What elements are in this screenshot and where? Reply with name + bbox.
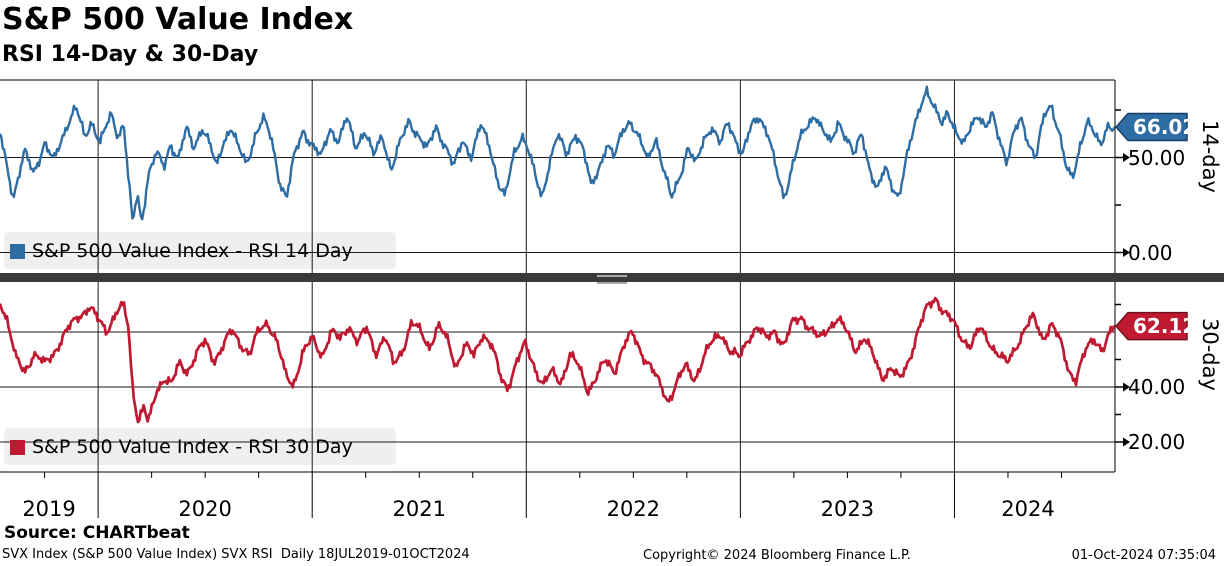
- legend-swatch-red-icon: [10, 439, 25, 455]
- y-axis-label: 20.00: [1128, 430, 1186, 454]
- panel-label-30-day: 30-day: [1198, 318, 1222, 391]
- panel-divider: [0, 273, 1224, 284]
- page-subtitle: RSI 14-Day & 30-Day: [2, 42, 259, 67]
- x-axis-year-label: 2019: [22, 497, 76, 521]
- y-axis-label: 40.00: [1128, 375, 1186, 399]
- svg-text:66.02: 66.02: [1133, 115, 1196, 139]
- y-axis-label: 50.00: [1128, 145, 1186, 170]
- legend-label: S&P 500 Value Index - RSI 14 Day: [32, 240, 353, 262]
- x-axis-year-label: 2021: [392, 497, 446, 521]
- last-value-badge: [1114, 112, 1188, 142]
- legend-label: S&P 500 Value Index - RSI 30 Day: [32, 436, 353, 458]
- x-axis-year-label: 2020: [178, 497, 232, 521]
- legend-swatch-blue-icon: [10, 243, 25, 259]
- x-axis-year-label: 2024: [1001, 497, 1055, 521]
- copyright-label: Copyright© 2024 Bloomberg Finance L.P.: [643, 548, 911, 563]
- svg-text:62.12: 62.12: [1133, 314, 1196, 338]
- source-label: Source: CHARTbeat: [4, 523, 190, 543]
- legend-rsi-14[interactable]: S&P 500 Value Index - RSI 14 Day: [10, 240, 353, 262]
- page-title: S&P 500 Value Index: [2, 2, 354, 37]
- panel-label-14-day: 14-day: [1198, 120, 1222, 193]
- x-axis-year-label: 2022: [606, 497, 661, 521]
- timestamp-label: 01-Oct-2024 07:35:04: [1071, 548, 1216, 563]
- last-value-badge: [1114, 311, 1188, 341]
- security-meta-label: SVX Index (S&P 500 Value Index) SVX RSI …: [2, 547, 470, 562]
- x-axis-year-label: 2023: [820, 497, 875, 521]
- y-axis-label: 0.00: [1128, 240, 1173, 265]
- divider-drag-handle-icon[interactable]: [597, 275, 627, 284]
- legend-rsi-30[interactable]: S&P 500 Value Index - RSI 30 Day: [10, 436, 353, 458]
